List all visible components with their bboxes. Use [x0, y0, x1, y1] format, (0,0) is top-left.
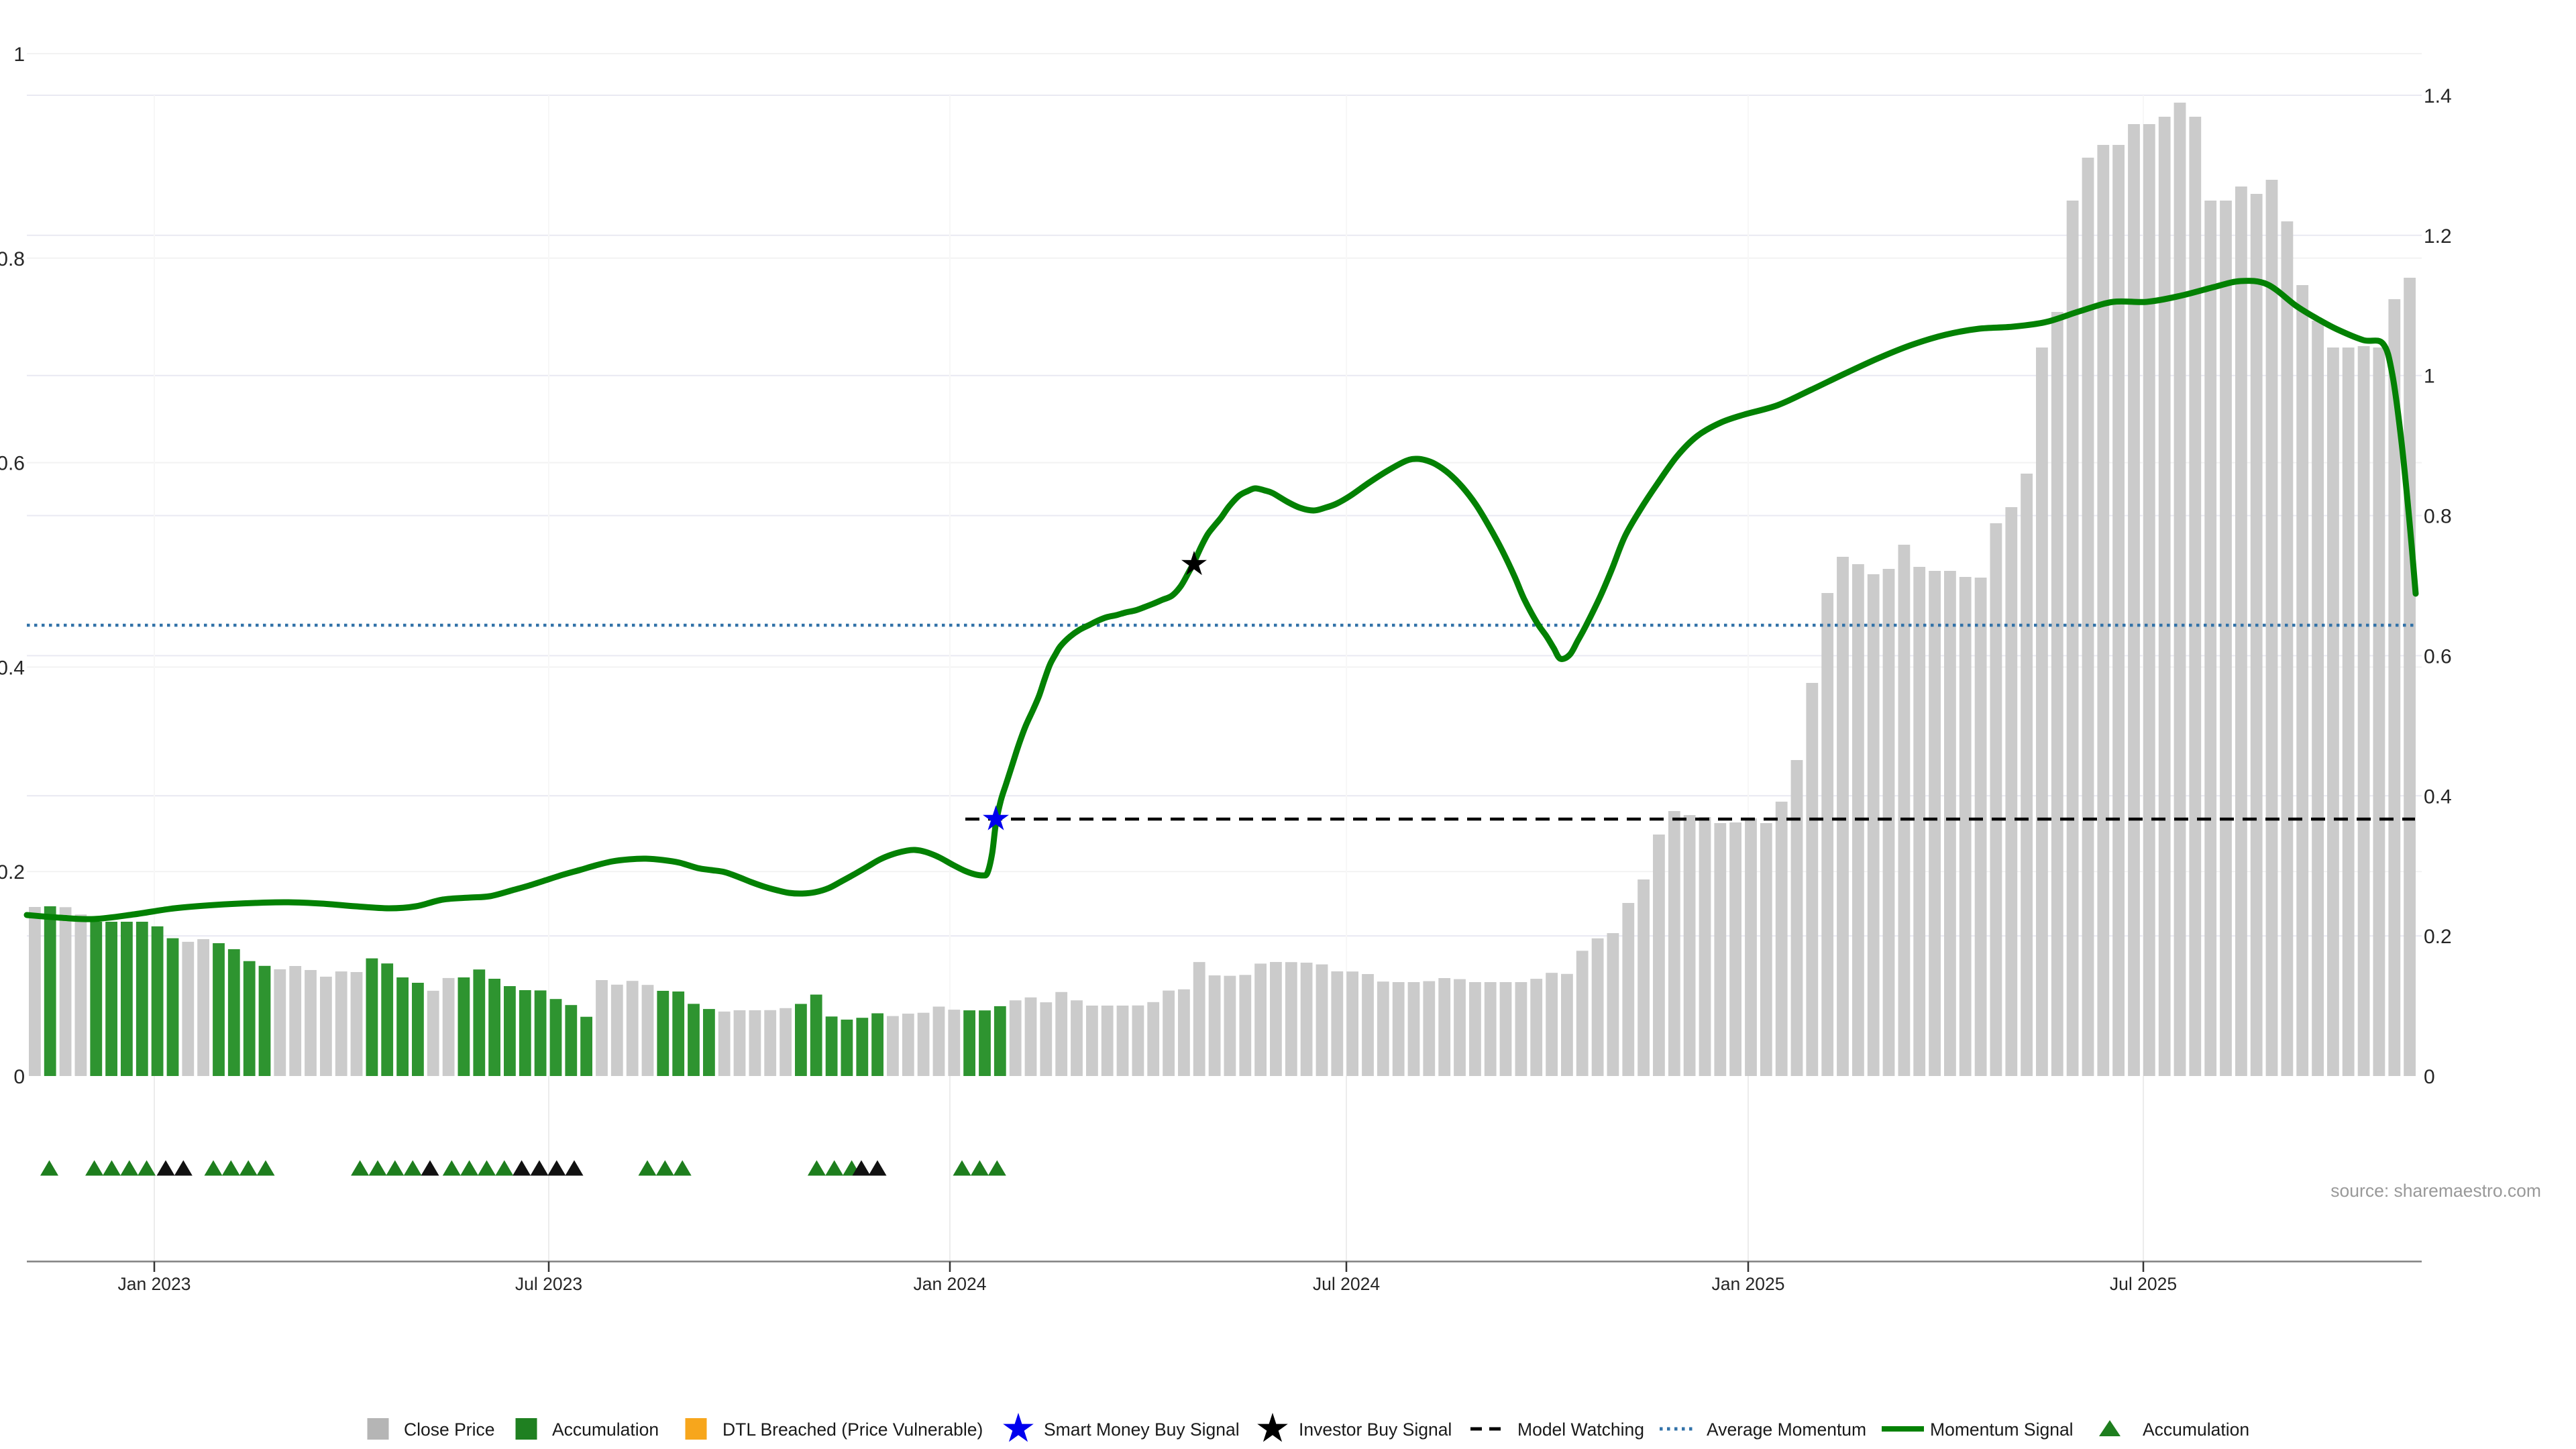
- svg-text:1: 1: [2424, 366, 2435, 388]
- svg-text:1: 1: [13, 44, 25, 66]
- svg-text:0: 0: [13, 1066, 25, 1088]
- svg-text:Smart Money Buy Signal: Smart Money Buy Signal: [1044, 1419, 1240, 1440]
- svg-text:source: sharemaestro.com: source: sharemaestro.com: [2330, 1181, 2541, 1201]
- svg-text:Model Watching: Model Watching: [1517, 1419, 1644, 1440]
- svg-text:0.8: 0.8: [2424, 506, 2452, 528]
- svg-text:0.6: 0.6: [0, 453, 25, 475]
- svg-text:Jul 2023: Jul 2023: [515, 1274, 582, 1294]
- svg-text:0.4: 0.4: [2424, 786, 2452, 808]
- svg-text:Average Momentum: Average Momentum: [1707, 1419, 1866, 1440]
- svg-text:Jan 2024: Jan 2024: [913, 1274, 986, 1294]
- svg-text:1.2: 1.2: [2424, 225, 2452, 248]
- svg-text:0.6: 0.6: [2424, 645, 2452, 667]
- svg-text:Momentum Signal: Momentum Signal: [1930, 1419, 2074, 1440]
- svg-text:0.2: 0.2: [2424, 926, 2452, 948]
- svg-text:Accumulation: Accumulation: [2143, 1419, 2249, 1440]
- svg-text:1.4: 1.4: [2424, 85, 2452, 107]
- svg-text:Jul 2024: Jul 2024: [1313, 1274, 1380, 1294]
- svg-text:0.8: 0.8: [0, 248, 25, 270]
- svg-text:0: 0: [2424, 1066, 2435, 1088]
- svg-text:Close Price: Close Price: [404, 1419, 495, 1440]
- svg-text:DTL Breached (Price Vulnerable: DTL Breached (Price Vulnerable): [722, 1419, 983, 1440]
- svg-text:Accumulation: Accumulation: [552, 1419, 659, 1440]
- svg-text:Jul 2025: Jul 2025: [2110, 1274, 2177, 1294]
- svg-text:Investor Buy Signal: Investor Buy Signal: [1299, 1419, 1452, 1440]
- svg-text:Jan 2023: Jan 2023: [117, 1274, 191, 1294]
- svg-text:0.2: 0.2: [0, 861, 25, 883]
- svg-text:Jan 2025: Jan 2025: [1711, 1274, 1784, 1294]
- svg-text:0.4: 0.4: [0, 657, 25, 679]
